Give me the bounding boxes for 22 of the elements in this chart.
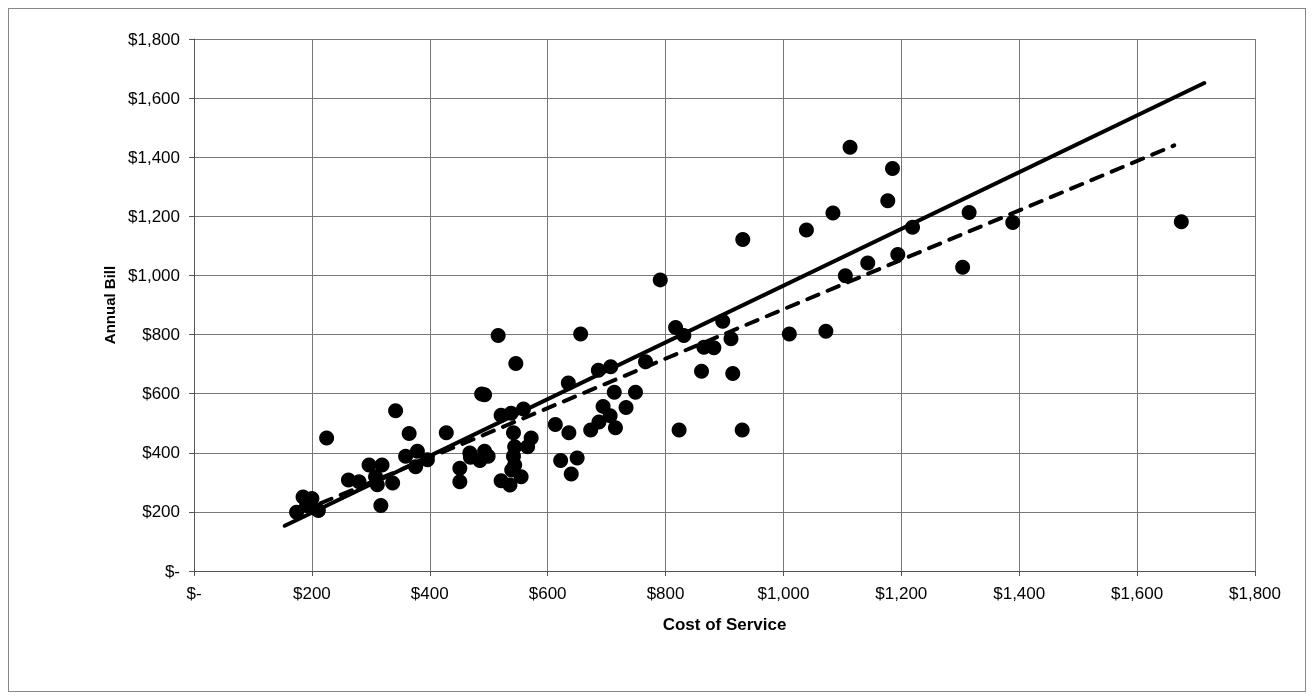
x-tick-label: $200 [292,584,331,603]
y-tick-label: $600 [142,384,180,404]
y-tick-label: $200 [142,502,180,522]
y-tick-label: $800 [142,325,180,345]
y-tick-label: $400 [142,443,180,463]
x-tick-label: $600 [528,584,567,603]
x-tick-label: $1,200 [875,584,928,603]
x-tick-label: $400 [410,584,449,603]
y-tick-label: $1,200 [128,206,180,226]
y-tick-label: $1,000 [128,265,180,285]
y-tick-label: $- [164,561,180,581]
x-axis-title: Cost of Service [662,615,787,634]
x-tick-label: $1,000 [757,584,810,603]
y-tick-label: $1,600 [128,88,180,108]
x-tick-label: $1,800 [1229,584,1281,603]
y-tick-label: $1,800 [128,29,180,49]
x-tick-label: $1,400 [993,584,1046,603]
y-axis-title: Annual Bill [101,265,119,345]
x-tick-label: $1,600 [1111,584,1164,603]
y-tick-label: $1,400 [128,147,180,167]
x-tick-label: $- [186,584,202,603]
x-tick-label: $800 [646,584,685,603]
